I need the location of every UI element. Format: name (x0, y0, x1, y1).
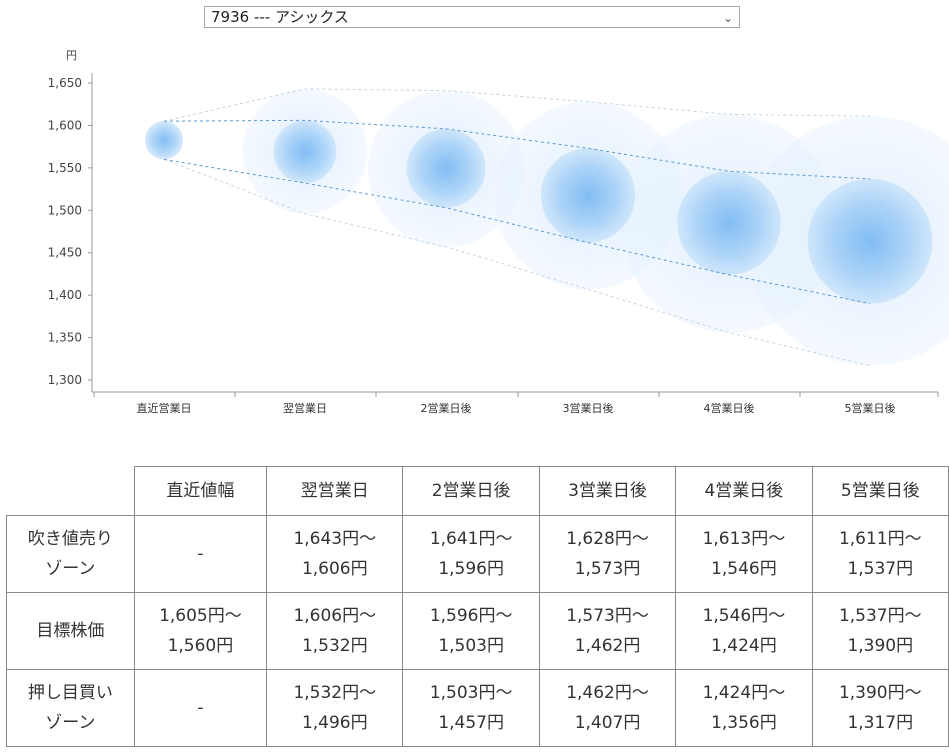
cell-line: ゾーン (45, 558, 96, 579)
sell-zone-upper-line (163, 88, 871, 122)
cell-line: 1,424円 (711, 635, 777, 656)
cell-line: 1,537円 (847, 558, 914, 579)
cell-line: 1,560円 (167, 635, 234, 656)
target-bubble (807, 178, 933, 304)
table-cell: 1,611円〜 1,537円 (811, 514, 949, 593)
target-bubble (273, 120, 337, 184)
x-tick-label: 翌営業日 (283, 401, 327, 415)
table-cell: 1,503円〜 1,457円 (402, 668, 540, 747)
table-header-cell: 翌営業日 (266, 466, 404, 516)
table-cell: 1,606円〜 1,532円 (266, 591, 404, 670)
table-cell: 1,424円〜 1,356円 (675, 668, 813, 747)
table-cell: 1,532円〜 1,496円 (266, 668, 404, 747)
cell-line: 1,546円 (711, 558, 777, 579)
cell-line: 1,457円 (438, 712, 504, 733)
cell-line: 吹き値売り (27, 528, 113, 549)
table-row: 吹き値売りゾーン - 1,643円〜 1,606円 1,641円〜 1,596円 1,628… (6, 514, 949, 593)
cell-line: 1,573円 (574, 558, 641, 579)
table-header-cell: 直近値幅 (133, 466, 268, 516)
cell-line: 1,643円〜 (293, 528, 377, 549)
y-tick-label: 1,500 (48, 203, 82, 217)
cell-line: 1,462円〜 (566, 682, 649, 703)
price-forecast-chart: 円 1,300 1,350 1,400 1,450 1,500 1,550 1,600 1,65… (48, 49, 949, 415)
cell-line: 押し目買い (27, 682, 113, 703)
cell-line: 1,503円〜 (429, 682, 513, 703)
target-bubble (540, 148, 636, 243)
table-cell: 1,596円〜 1,503円 (402, 591, 540, 670)
table-cell: - (133, 514, 268, 593)
table-cell: 1,546円〜 1,424円 (675, 591, 813, 670)
chevron-down-icon: ⌄ (722, 11, 733, 25)
cell-line: 1,628円〜 (566, 528, 649, 549)
target-lower-line (163, 158, 871, 305)
cell-line: 1,641円〜 (429, 528, 513, 549)
table-cell: 1,537円〜 1,390円 (811, 591, 949, 670)
y-tick-label: 1,300 (48, 373, 82, 387)
table-header-row: 直近値幅 翌営業日 2営業日後 3営業日後 4営業日後 5営業日後 (6, 466, 949, 516)
table-header-cell: 5営業日後 (811, 466, 949, 516)
cell-line: 1,496円 (301, 712, 368, 733)
cell-line: 1,532円 (301, 635, 368, 656)
row-label: 目標株価 (6, 591, 135, 670)
cell-line: 1,596円〜 (429, 605, 513, 626)
cell-line: 1,605円〜 (159, 605, 242, 626)
table-cell: 1,605円〜 1,560円 (133, 591, 268, 670)
cell-line: 1,596円 (438, 558, 504, 579)
table-cell: - (133, 668, 268, 747)
cell-line: 1,611円〜 (838, 528, 922, 549)
cell-line: 1,532円〜 (293, 682, 377, 703)
zone-table: 直近値幅 翌営業日 2営業日後 3営業日後 4営業日後 5営業日後吹き値売りゾーン - 1,6… (6, 466, 949, 747)
table-row: 目標株価 1,605円〜 1,560円 1,606円〜 1,532円 1,596円〜 1,5… (6, 591, 949, 670)
cell-line: 1,613円〜 (702, 528, 786, 549)
table-cell: 1,641円〜 1,596円 (402, 514, 540, 593)
y-tick-label: 1,400 (48, 288, 82, 302)
cell-line: - (197, 543, 204, 564)
table-cell: 1,613円〜 1,546円 (675, 514, 813, 593)
cell-line: 目標株価 (36, 620, 105, 641)
x-tick-label: 5営業日後 (845, 401, 896, 415)
row-label: 押し目買い ゾーン (6, 668, 135, 747)
y-tick-label: 1,600 (48, 118, 82, 132)
target-bubble (144, 121, 184, 160)
cell-line: 1,462円 (574, 635, 641, 656)
stock-select-value: 7936 --- アシックス (211, 8, 349, 26)
x-tick-label: 4営業日後 (704, 401, 755, 415)
cell-line: 1,407円 (574, 712, 641, 733)
cell-line: 1,390円 (847, 635, 914, 656)
cell-line: 1,573円〜 (566, 605, 649, 626)
cell-line: 1,503円 (438, 635, 504, 656)
cell-line: 1,356円 (711, 712, 777, 733)
x-tick-label: 2営業日後 (421, 401, 472, 415)
table-cell: 1,390円〜 1,317円 (811, 668, 949, 747)
cell-line: 1,606円〜 (293, 605, 377, 626)
y-tick-label: 1,350 (48, 331, 82, 345)
cell-line: 1,317円 (847, 712, 914, 733)
x-tick-label: 3営業日後 (563, 401, 614, 415)
table-row: 押し目買いゾーン - 1,532円〜 1,496円 1,503円〜 1,457円 1,462… (6, 668, 949, 747)
table-cell: 1,573円〜 1,462円 (538, 591, 677, 670)
table-cell: 1,628円〜 1,573円 (538, 514, 677, 593)
cell-line: 1,424円〜 (702, 682, 786, 703)
table-corner (6, 466, 135, 516)
target-bubble (677, 171, 781, 275)
stock-select[interactable]: 7936 --- アシックス ⌄ (204, 6, 740, 28)
table-header-cell: 4営業日後 (675, 466, 813, 516)
y-tick-label: 1,650 (48, 76, 82, 90)
table-header-cell: 3営業日後 (538, 466, 677, 516)
y-unit-label: 円 (66, 49, 77, 62)
y-tick-label: 1,550 (48, 161, 82, 175)
row-label: 吹き値売り ゾーン (6, 514, 135, 593)
cell-line: 1,537円〜 (838, 605, 922, 626)
x-tick-label: 直近営業日 (137, 401, 192, 415)
cell-line: - (197, 697, 204, 718)
cell-line: ゾーン (45, 712, 96, 733)
table-header-cell: 2営業日後 (402, 466, 540, 516)
cell-line: 1,390円〜 (838, 682, 922, 703)
target-bubble (406, 128, 486, 208)
y-tick-label: 1,450 (48, 246, 82, 260)
table-cell: 1,643円〜 1,606円 (266, 514, 404, 593)
table-cell: 1,462円〜 1,407円 (538, 668, 677, 747)
cell-line: 1,606円 (301, 558, 368, 579)
cell-line: 1,546円〜 (702, 605, 786, 626)
